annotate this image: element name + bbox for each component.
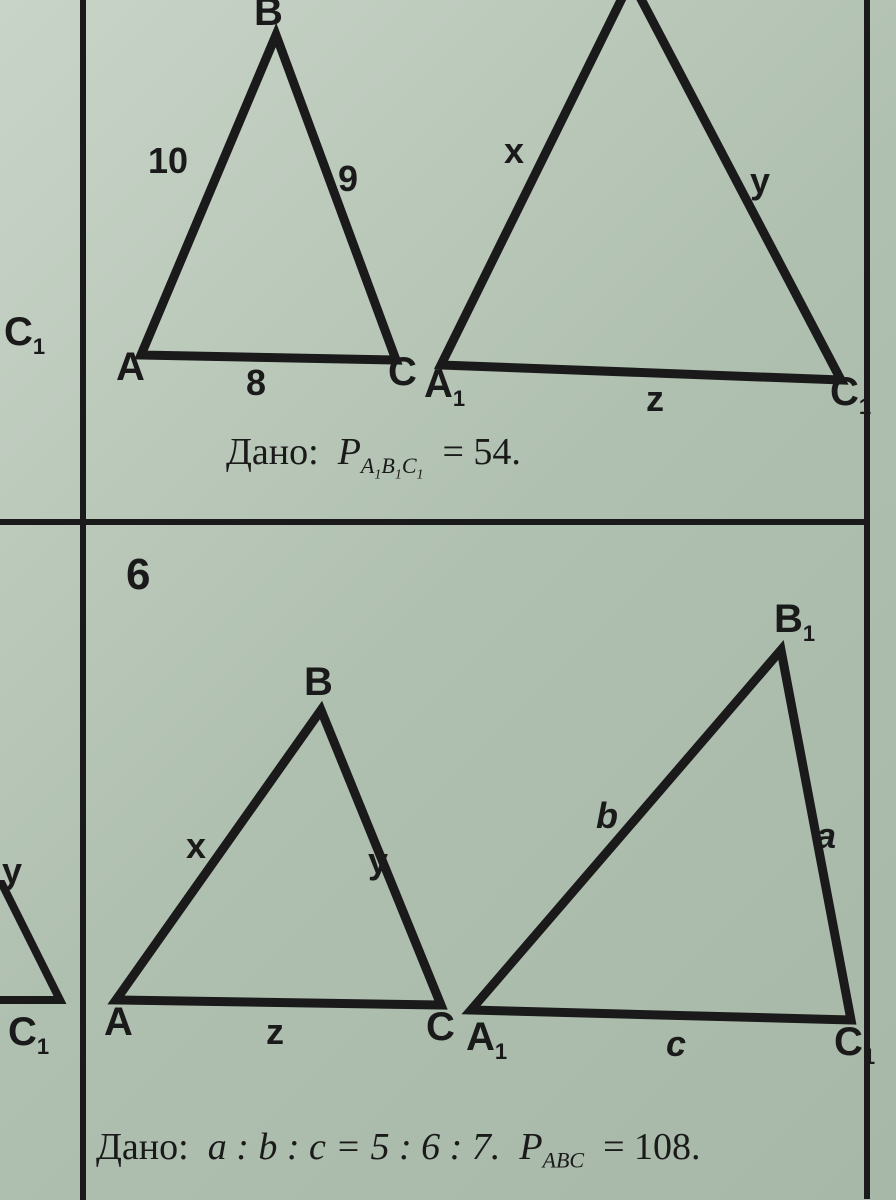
side-b-2: b [596,795,618,837]
panel-problem-2: 6 B A C x y z B1 A1 C1 b a c Дано: a : b… [80,519,870,1199]
side-ab-10: 10 [148,140,188,182]
panel-problem-1: B A C 10 9 8 B1 A1 C1 x y z Дано: PA1B1C… [80,0,870,525]
vertex-c1-2: C1 [834,1020,875,1070]
side-z: z [646,378,664,420]
triangle-abc-2 [116,710,441,1005]
left-frag-c1: C1 [4,310,45,360]
side-a-2: a [816,815,836,857]
left-divider [0,519,86,525]
vertex-a: A [116,345,145,390]
side-y-2: y [368,840,388,882]
side-c-2: c [666,1023,686,1065]
side-bc-9: 9 [338,158,358,200]
vertex-a1-2: A1 [466,1015,507,1065]
vertex-b1-2: B1 [774,597,815,647]
vertex-c: C [388,350,417,395]
left-frag-triangle [0,880,70,1020]
vertex-c1: C1 [830,370,871,420]
side-z-2: z [266,1011,284,1053]
vertex-b: B [254,0,283,35]
given-1: Дано: PA1B1C1 = 54. [226,430,521,483]
triangles-top-svg [86,0,876,410]
vertex-a-2: A [104,1000,133,1045]
vertex-b-2: B [304,660,333,705]
side-x-2: x [186,825,206,867]
side-x: x [504,130,524,172]
triangles-bottom-svg [86,525,876,1045]
left-frag-c1b: C1 [8,1010,49,1060]
vertex-b1: B1 [598,0,639,2]
triangle-a1b1c1 [441,0,841,380]
left-frag-y: y [2,850,22,892]
vertex-c-2: C [426,1005,455,1050]
page: C1 y C1 B A C 10 9 8 B1 A1 C1 x y [0,0,896,1200]
triangle-a1b1c1-2 [471,650,851,1020]
side-y: y [750,160,770,202]
given-2: Дано: a : b : c = 5 : 6 : 7. PABC = 108. [96,1125,866,1174]
vertex-a1: A1 [424,362,465,412]
side-ac-8: 8 [246,362,266,404]
